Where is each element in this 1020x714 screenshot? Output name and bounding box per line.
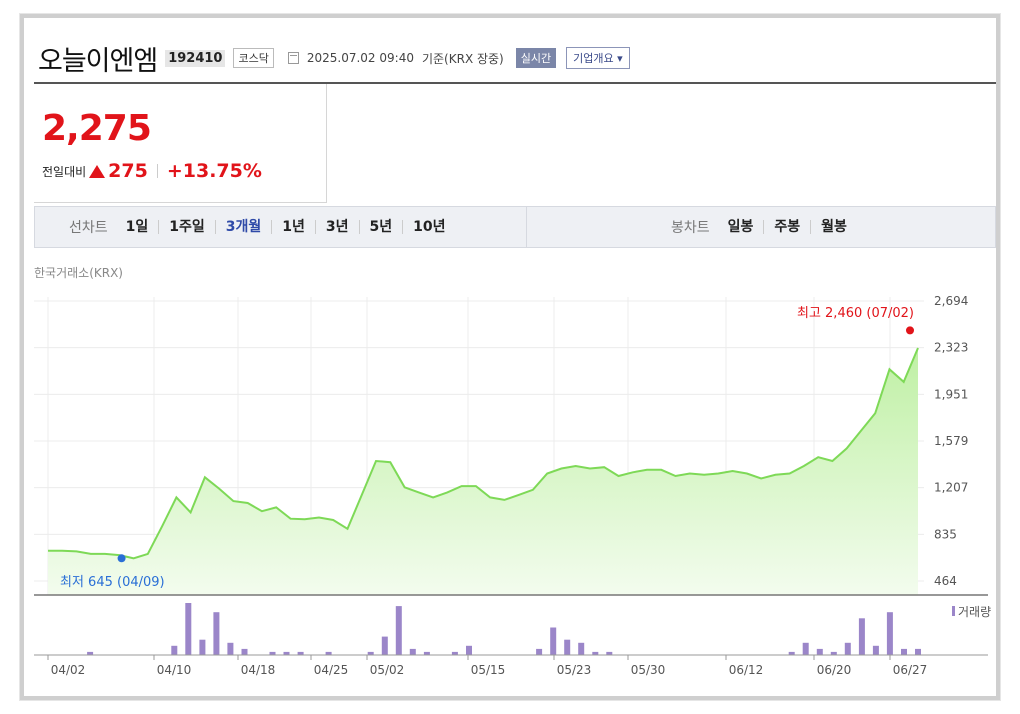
quote-datetime: 2025.07.02 09:40	[306, 51, 414, 65]
volume-bar	[87, 651, 94, 655]
volume-bar	[199, 639, 206, 655]
volume-bar	[227, 642, 234, 655]
price-box: 2,275 전일대비 275 +13.75%	[34, 84, 327, 203]
high-marker	[906, 326, 914, 335]
volume-bar	[367, 651, 374, 655]
header-divider	[34, 82, 996, 84]
y-tick-label: 1,207	[934, 481, 968, 495]
chart-tabs: 선차트 1일 1주일 3개월 1년 3년 5년 10년 봉차트 일봉 주봉 월봉	[34, 206, 996, 248]
x-tick-label: 04/18	[241, 663, 276, 677]
candle-chart-tabs: 봉차트 일봉 주봉 월봉	[671, 207, 857, 247]
volume-bar	[788, 651, 795, 655]
volume-bar	[872, 645, 879, 655]
triangle-up-icon	[89, 164, 106, 178]
tab-1w[interactable]: 1주일	[159, 220, 216, 234]
low-marker	[117, 554, 126, 563]
market-badge: 코스닥	[233, 48, 274, 68]
y-tick-label: 1,579	[934, 434, 968, 448]
x-tick-label: 05/30	[631, 663, 666, 677]
volume-bar	[395, 606, 402, 655]
volume-bar	[185, 603, 192, 655]
tab-monthly[interactable]: 월봉	[821, 219, 847, 235]
volume-bar	[844, 642, 851, 655]
volume-bar	[901, 648, 907, 655]
tab-5y[interactable]: 5년	[360, 220, 404, 234]
change-label: 전일대비	[42, 164, 87, 179]
current-price: 2,275	[42, 108, 152, 149]
tab-3y[interactable]: 3년	[316, 220, 360, 234]
x-tick-label: 04/25	[314, 663, 349, 677]
tab-1d[interactable]: 1일	[116, 220, 160, 234]
high-label: 최고 2,460 (07/02)	[797, 306, 914, 321]
tab-daily[interactable]: 일봉	[718, 220, 765, 234]
volume-bar	[802, 642, 809, 655]
quote-basis: 기준(KRX 장중)	[421, 51, 504, 66]
tab-1y[interactable]: 1년	[272, 220, 316, 234]
volume-bar	[451, 651, 458, 655]
price-chart: 2,694 2,323 1,951 1,579 1,207 835 464 최저 645 (0…	[34, 294, 991, 677]
change-value: 275	[108, 160, 148, 182]
x-tick-label: 04/02	[51, 663, 86, 677]
y-tick-label: 835	[934, 527, 957, 541]
stock-chart-widget: 오늘이엔엠 192410 코스닥 2025.07.02 09:40 기준(KRX…	[20, 14, 1000, 700]
y-tick-label: 2,323	[934, 341, 968, 355]
volume-bar	[325, 651, 332, 655]
change-percent: +13.75%	[166, 160, 262, 182]
volume-bar	[283, 651, 290, 655]
volume-legend-swatch	[952, 606, 955, 616]
volume-legend-label: 거래량	[958, 605, 991, 619]
volume-bar	[606, 651, 613, 655]
x-tick-label: 05/23	[557, 663, 592, 677]
volume-bar	[830, 651, 837, 655]
x-tick-label: 04/10	[157, 663, 192, 677]
volume-bar	[578, 642, 585, 655]
calendar-icon	[287, 52, 299, 64]
stock-header: 오늘이엔엠 192410 코스닥 2025.07.02 09:40 기준(KRX…	[38, 38, 630, 78]
volume-bar	[171, 645, 178, 655]
x-tick-label: 06/12	[729, 663, 764, 677]
x-tick-label: 06/27	[893, 663, 928, 677]
stock-name: 오늘이엔엠	[38, 45, 158, 77]
volume-bar	[858, 618, 865, 655]
volume-bar	[423, 651, 430, 655]
tab-weekly[interactable]: 주봉	[764, 220, 812, 234]
volume-bar	[269, 651, 276, 655]
exchange-label: 한국거래소(KRX)	[34, 266, 123, 280]
y-tick-label: 1,951	[934, 387, 968, 401]
line-chart-label: 선차트	[69, 220, 108, 236]
realtime-badge[interactable]: 실시간	[515, 48, 557, 68]
candle-chart-label: 봉차트	[671, 220, 710, 236]
change-row: 전일대비 275 +13.75%	[42, 160, 262, 182]
volume-bar	[213, 612, 220, 655]
price-area	[48, 348, 918, 595]
stock-code: 192410	[165, 49, 226, 67]
volume-bar	[886, 612, 893, 655]
x-tick-label: 05/02	[370, 663, 405, 677]
volume-bar	[550, 627, 557, 655]
price-line	[48, 347, 919, 560]
tab-10y[interactable]: 10년	[413, 219, 446, 235]
change-separator	[156, 164, 158, 178]
company-info-button[interactable]: 기업개요 ▾	[566, 47, 630, 69]
y-tick-label: 2,694	[934, 294, 968, 308]
tabs-divider	[526, 207, 527, 247]
volume-bar	[466, 645, 472, 655]
x-tick-label: 06/20	[817, 663, 852, 677]
x-tick-label: 05/15	[471, 663, 506, 677]
volume-bar	[564, 639, 571, 655]
volume-bar	[536, 648, 543, 655]
volume-bar	[409, 648, 416, 655]
volume-bar	[592, 651, 599, 655]
volume-bar	[297, 651, 304, 655]
volume-bar	[816, 648, 823, 655]
volume-bar	[381, 636, 388, 655]
tab-3m[interactable]: 3개월	[216, 220, 273, 234]
low-label: 최저 645 (04/09)	[60, 575, 165, 590]
volume-bar	[915, 648, 921, 655]
line-chart-tabs: 선차트 1일 1주일 3개월 1년 3년 5년 10년	[69, 207, 456, 247]
y-tick-label: 464	[934, 574, 957, 588]
volume-bar	[241, 648, 248, 655]
